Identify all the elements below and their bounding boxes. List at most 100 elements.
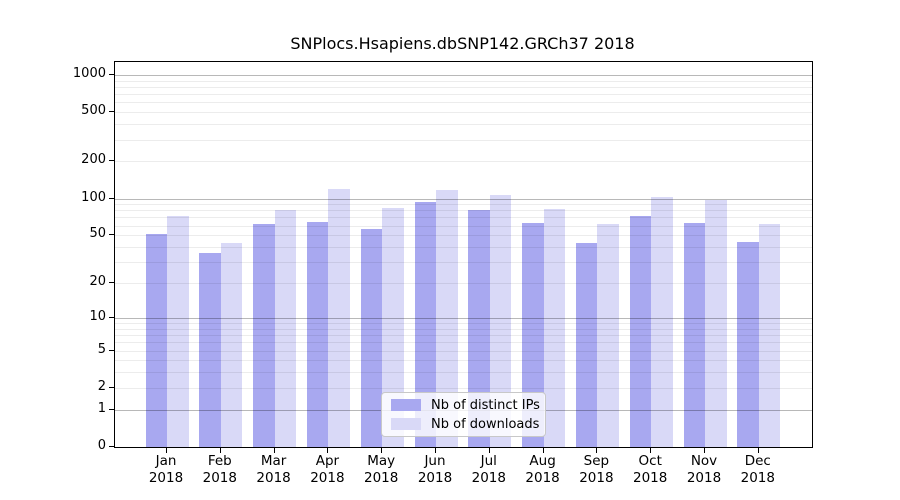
x-tick-label: Apr 2018 bbox=[295, 453, 359, 487]
y-tick-label: 20 bbox=[89, 274, 106, 289]
bar-downloads bbox=[543, 209, 566, 447]
chart-title: SNPlocs.Hsapiens.dbSNP142.GRCh37 2018 bbox=[290, 34, 635, 53]
x-tick-month: Sep bbox=[583, 453, 610, 469]
bar-distinct-ips bbox=[683, 223, 705, 447]
y-tick-label: 100 bbox=[81, 189, 106, 205]
x-tick-month: May bbox=[367, 453, 396, 469]
x-tick-mark bbox=[542, 448, 544, 453]
bar-downloads bbox=[705, 200, 727, 447]
x-tick-mark bbox=[596, 448, 598, 453]
bar-downloads bbox=[274, 210, 297, 447]
bar-downloads bbox=[382, 208, 404, 447]
bar-distinct-ips bbox=[629, 215, 652, 447]
x-tick-label: Nov 2018 bbox=[672, 453, 736, 487]
x-tick-month: Apr bbox=[315, 453, 340, 469]
bar-distinct-ips bbox=[199, 252, 221, 447]
legend-label: Nb of distinct IPs bbox=[431, 397, 540, 413]
bar-distinct-ips bbox=[414, 201, 436, 447]
y-tick-label: 50 bbox=[89, 226, 106, 242]
x-tick-label: Aug 2018 bbox=[511, 453, 575, 487]
bar-distinct-ips bbox=[737, 242, 759, 447]
bar-downloads bbox=[220, 243, 243, 447]
x-tick-year: 2018 bbox=[417, 470, 453, 486]
x-tick-year: 2018 bbox=[740, 470, 775, 486]
y-tick-label: 2 bbox=[97, 378, 106, 394]
x-tick-month: Nov bbox=[690, 453, 718, 469]
legend-swatch bbox=[391, 399, 421, 411]
bar-downloads bbox=[167, 215, 189, 447]
y-tick-label: 200 bbox=[81, 152, 106, 168]
x-tick-mark bbox=[704, 448, 705, 453]
bar-distinct-ips bbox=[522, 223, 544, 447]
bar-downloads bbox=[436, 190, 458, 447]
y-tick-mark bbox=[109, 408, 114, 410]
x-tick-year: 2018 bbox=[364, 470, 399, 486]
y-tick-label: 500 bbox=[81, 103, 106, 119]
y-tick-label: 5 bbox=[97, 341, 106, 357]
legend-item: Nb of distinct IPs bbox=[391, 398, 540, 413]
bar-distinct-ips bbox=[360, 229, 383, 447]
x-tick-label: Oct 2018 bbox=[618, 453, 682, 487]
y-tick-mark bbox=[109, 160, 114, 162]
x-tick-label: Dec 2018 bbox=[726, 453, 790, 487]
x-tick-mark bbox=[650, 448, 652, 453]
legend-swatch bbox=[391, 418, 421, 430]
bars-layer bbox=[115, 62, 812, 447]
x-tick-year: 2018 bbox=[256, 470, 291, 486]
x-tick-year: 2018 bbox=[148, 470, 184, 486]
x-tick-mark bbox=[219, 448, 221, 453]
y-tick-mark bbox=[109, 282, 114, 283]
y-tick-mark bbox=[109, 446, 114, 447]
bar-distinct-ips bbox=[253, 223, 275, 447]
legend-item: Nb of downloads bbox=[391, 416, 540, 432]
x-tick-label: Jan 2018 bbox=[134, 453, 198, 487]
x-tick-year: 2018 bbox=[633, 470, 668, 486]
legend-label: Nb of downloads bbox=[431, 416, 540, 432]
x-tick-label: Jun 2018 bbox=[403, 453, 467, 487]
y-tick-mark bbox=[109, 349, 114, 351]
x-tick-mark bbox=[757, 448, 759, 453]
y-tick-mark bbox=[109, 386, 114, 388]
x-tick-month: Aug bbox=[529, 453, 556, 469]
x-tick-mark bbox=[435, 448, 436, 453]
y-tick-label: 10 bbox=[89, 308, 106, 324]
y-tick-label: 1 bbox=[97, 400, 106, 416]
x-tick-month: Jul bbox=[480, 453, 497, 469]
x-tick-mark bbox=[273, 448, 275, 453]
legend: Nb of distinct IPs Nb of downloads bbox=[381, 392, 546, 437]
y-tick-mark bbox=[109, 316, 114, 318]
x-tick-mark bbox=[488, 448, 490, 453]
x-tick-mark bbox=[381, 448, 383, 453]
y-tick-mark bbox=[109, 197, 114, 199]
x-tick-month: Mar bbox=[260, 453, 287, 469]
x-tick-month: Jun bbox=[424, 453, 446, 469]
x-tick-year: 2018 bbox=[202, 470, 237, 486]
x-tick-label: Sep 2018 bbox=[564, 453, 628, 487]
bar-downloads bbox=[758, 223, 781, 447]
bar-distinct-ips bbox=[145, 234, 167, 447]
x-tick-year: 2018 bbox=[310, 470, 345, 486]
x-tick-label: Jul 2018 bbox=[457, 453, 521, 487]
y-tick-label: 1000 bbox=[72, 65, 106, 81]
x-tick-label: Mar 2018 bbox=[242, 453, 306, 487]
x-tick-label: May 2018 bbox=[349, 453, 413, 487]
y-tick-mark bbox=[109, 234, 114, 236]
x-tick-year: 2018 bbox=[525, 470, 560, 486]
x-tick-year: 2018 bbox=[579, 470, 614, 486]
bar-downloads bbox=[489, 194, 512, 447]
x-tick-mark bbox=[166, 448, 167, 453]
x-tick-year: 2018 bbox=[686, 470, 722, 486]
y-tick-label: 0 bbox=[97, 438, 106, 453]
bar-distinct-ips bbox=[468, 210, 490, 447]
bar-downloads bbox=[651, 197, 673, 447]
x-tick-year: 2018 bbox=[471, 470, 506, 486]
x-tick-month: Jan bbox=[155, 453, 177, 469]
x-tick-month: Feb bbox=[207, 453, 232, 469]
plot-area: Nb of distinct IPs Nb of downloads bbox=[114, 61, 813, 448]
y-tick-mark bbox=[109, 111, 114, 113]
bar-distinct-ips bbox=[575, 243, 598, 447]
bar-downloads bbox=[597, 223, 619, 447]
bar-distinct-ips bbox=[306, 222, 329, 447]
bar-downloads bbox=[328, 188, 350, 447]
x-tick-month: Dec bbox=[744, 453, 771, 469]
